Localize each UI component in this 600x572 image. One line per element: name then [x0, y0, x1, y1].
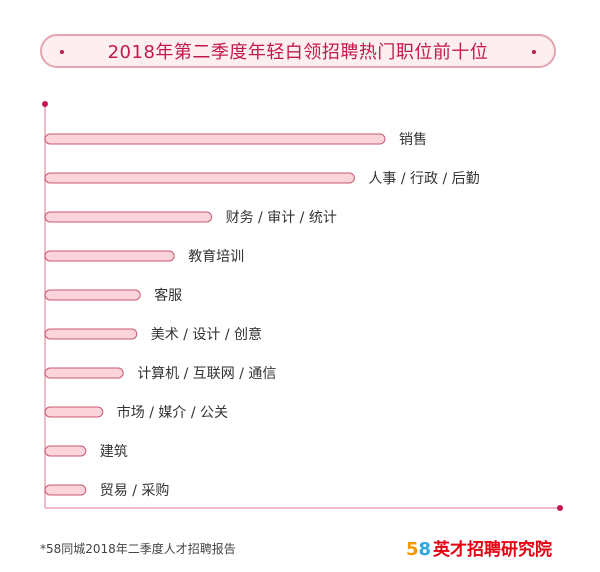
bar-1: [44, 133, 386, 145]
bar-6: [44, 328, 138, 340]
bar-3: [44, 211, 213, 223]
chart-title: 2018年第二季度年轻白领招聘热门职位前十位: [107, 42, 489, 63]
bar-9: [44, 445, 87, 457]
bar-5: [44, 289, 141, 301]
bar-2: [44, 172, 355, 184]
bar-label-2: 人事 / 行政 / 后勤: [368, 171, 479, 187]
bar-label-1: 销售: [399, 132, 427, 148]
bar-label-8: 市场 / 媒介 / 公关: [117, 404, 228, 421]
brand-digit-1: 5: [405, 539, 419, 560]
bar-label-10: 贸易 / 采购: [100, 483, 170, 499]
bar-label-5: 客服: [154, 287, 182, 304]
chart-title-banner: 2018年第二季度年轻白领招聘热门职位前十位: [40, 34, 556, 68]
bar-4: [44, 250, 175, 262]
brand-name: 英才招聘研究院: [433, 540, 552, 560]
bar-label-4: 教育培训: [188, 249, 244, 265]
bar-8: [44, 406, 104, 418]
y-axis-end-dot: [42, 101, 48, 107]
bar-label-6: 美术 / 设计 / 创意: [151, 326, 262, 343]
title-dot-left: [60, 50, 64, 54]
x-axis-end-dot: [557, 505, 563, 511]
brand-logo: 58 英才招聘研究院: [406, 535, 552, 560]
bar-label-9: 建筑: [100, 444, 128, 460]
source-footnote: *58同城2018年二季度人才招聘报告: [40, 542, 236, 556]
brand-digit-2: 8: [418, 539, 431, 560]
bar-10: [44, 484, 87, 496]
bar-7: [44, 367, 124, 379]
brand-number: 58: [406, 539, 431, 560]
title-dot-right: [532, 50, 536, 54]
bar-label-3: 财务 / 审计 / 统计: [226, 210, 337, 226]
bar-label-7: 计算机 / 互联网 / 通信: [137, 366, 276, 382]
